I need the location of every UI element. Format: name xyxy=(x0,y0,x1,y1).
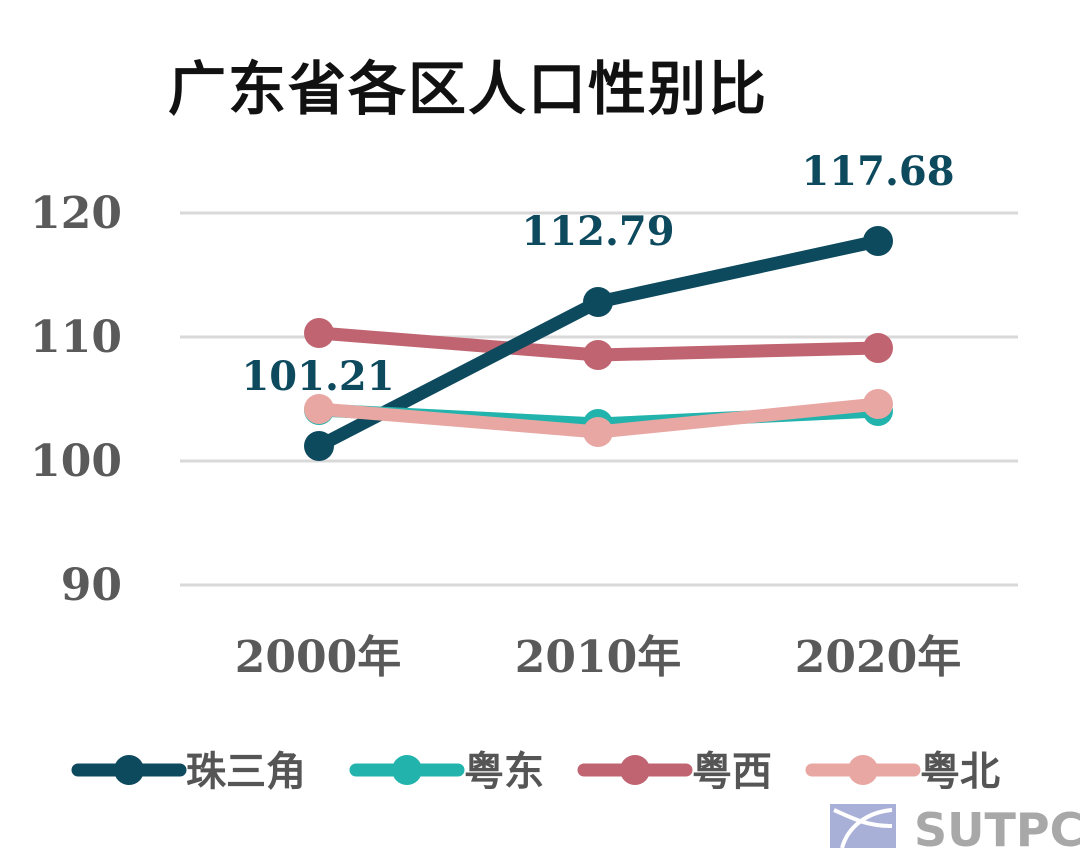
legend-marker-icon xyxy=(114,755,144,785)
y-tick-label: 110 xyxy=(30,312,122,363)
legend-marker-icon xyxy=(620,755,650,785)
legend-item-yuedong[interactable]: 粤东 xyxy=(349,748,544,795)
y-tick-label: 120 xyxy=(30,188,122,239)
legend-item-zhusanjiao[interactable]: 珠三角 xyxy=(71,748,306,795)
series-zhusanjiao xyxy=(304,226,893,461)
y-tick-label: 90 xyxy=(61,560,122,611)
data-point[interactable] xyxy=(863,389,893,419)
data-point[interactable] xyxy=(863,333,893,363)
legend-label: 粤西 xyxy=(692,748,772,795)
legend-item-yuebei[interactable]: 粤北 xyxy=(805,748,1000,795)
data-point[interactable] xyxy=(304,394,334,424)
sutpc-logo-icon xyxy=(830,804,896,849)
chart-title: 广东省各区人口性别比 xyxy=(168,55,769,123)
data-labels: 101.21 112.79 117.68 xyxy=(241,148,954,400)
x-axis: 2000年 2010年 2020年 xyxy=(235,632,961,683)
data-label: 112.79 xyxy=(521,208,674,255)
x-tick-label: 2000年 xyxy=(235,632,401,683)
x-tick-label: 2010年 xyxy=(515,632,681,683)
legend: 珠三角 粤东 粤西 粤北 xyxy=(71,748,1000,795)
data-point[interactable] xyxy=(583,417,613,447)
y-tick-label: 100 xyxy=(30,436,122,487)
data-point[interactable] xyxy=(304,318,334,348)
data-label: 101.21 xyxy=(241,353,394,400)
legend-marker-icon xyxy=(392,755,422,785)
data-point[interactable] xyxy=(304,431,334,461)
y-axis: 120 110 100 90 xyxy=(30,188,122,611)
series-yuexi xyxy=(304,318,893,370)
legend-item-yuexi[interactable]: 粤西 xyxy=(577,748,772,795)
legend-label: 粤东 xyxy=(464,748,544,795)
watermark-text: SUTPC xyxy=(914,803,1080,851)
data-point[interactable] xyxy=(583,340,613,370)
data-label: 117.68 xyxy=(801,148,954,195)
watermark: SUTPC xyxy=(830,803,1080,851)
x-tick-label: 2020年 xyxy=(795,632,961,683)
data-point[interactable] xyxy=(863,226,893,256)
series-yuebei xyxy=(304,389,893,447)
legend-label: 珠三角 xyxy=(186,748,306,795)
legend-marker-icon xyxy=(848,755,878,785)
legend-label: 粤北 xyxy=(920,748,1000,795)
data-point[interactable] xyxy=(583,287,613,317)
